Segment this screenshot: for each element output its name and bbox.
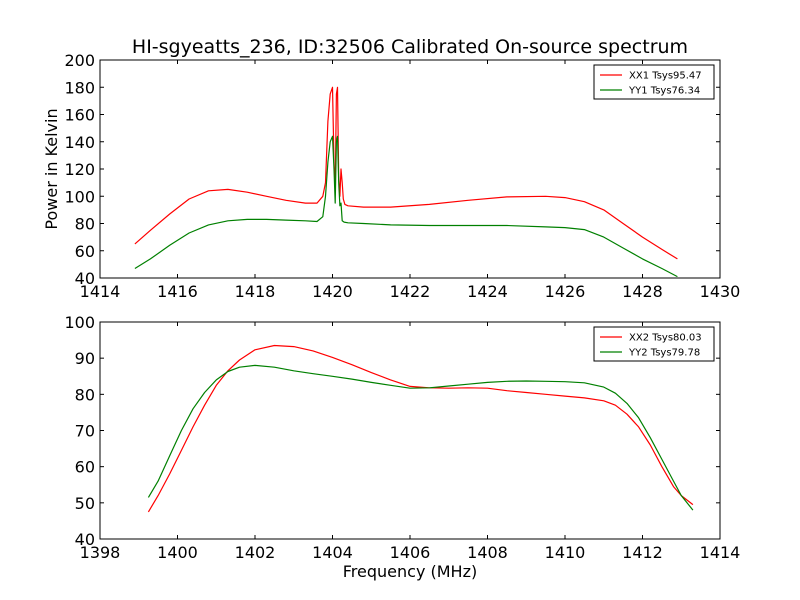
y-tick-label: 180 xyxy=(64,78,95,97)
y-tick-label: 100 xyxy=(64,187,95,206)
x-tick-label: 1398 xyxy=(80,543,121,562)
legend-box xyxy=(593,64,715,100)
legend-label: XX2 Tsys80.03 xyxy=(629,333,702,344)
y-tick-label: 200 xyxy=(64,51,95,70)
x-axis-label: Frequency (MHz) xyxy=(343,562,477,581)
y-tick-label: 120 xyxy=(64,160,95,179)
top-spectrum-panel: 1414 1416 1418 1420 1422 1424 1426 1428 1430 40 60… xyxy=(64,51,740,301)
x-tick-label: 1400 xyxy=(157,543,198,562)
x-tick-label: 1414 xyxy=(80,282,121,301)
series-line-yy-2 xyxy=(147,364,694,511)
x-tick-label: 1412 xyxy=(622,543,663,562)
x-tick-label: 1416 xyxy=(157,282,198,301)
legend: XX1 Tsys95.47 YY1 Tsys76.34 xyxy=(593,64,715,100)
legend-label: YY2 Tsys79.78 xyxy=(628,348,700,359)
x-tick-label: 1422 xyxy=(390,282,431,301)
x-tick-label: 1420 xyxy=(312,282,353,301)
y-tick-label: 50 xyxy=(75,494,95,513)
y-tick-label: 60 xyxy=(75,458,95,477)
y-tick-label: 100 xyxy=(64,313,95,332)
y-tick-label: 70 xyxy=(75,422,95,441)
y-tick-label: 160 xyxy=(64,106,95,125)
x-tick-label: 1414 xyxy=(700,543,741,562)
y-axis-label: Power in Kelvin xyxy=(42,108,61,229)
series-line-xx-1 xyxy=(134,86,678,260)
legend-label: XX1 Tsys95.47 xyxy=(629,71,702,82)
figure-title: HI-sgyeatts_236, ID:32506 Calibrated On-… xyxy=(132,36,688,58)
legend: XX2 Tsys80.03 YY2 Tsys79.78 xyxy=(593,326,715,362)
x-tick-label: 1430 xyxy=(700,282,741,301)
legend-label: YY1 Tsys76.34 xyxy=(628,86,700,97)
x-tick-label: 1406 xyxy=(390,543,431,562)
x-tick-label: 1428 xyxy=(622,282,663,301)
legend-box xyxy=(593,326,715,362)
x-tick-label: 1404 xyxy=(312,543,353,562)
y-tick-label: 40 xyxy=(75,530,95,549)
series-line-yy-1 xyxy=(134,135,678,278)
y-tick-label: 80 xyxy=(75,215,95,234)
x-tick-label: 1424 xyxy=(467,282,508,301)
y-tick-label: 60 xyxy=(75,242,95,261)
y-tick-label: 40 xyxy=(75,269,95,288)
x-tick-label: 1402 xyxy=(235,543,276,562)
bottom-spectrum-panel: 1398 1400 1402 1404 1406 1408 1410 1412 1414 40 50… xyxy=(64,313,740,562)
x-tick-label: 1418 xyxy=(235,282,276,301)
y-tick-label: 90 xyxy=(75,349,95,368)
series-line-xx-2 xyxy=(147,344,694,513)
y-tick-label: 80 xyxy=(75,385,95,404)
x-tick-label: 1426 xyxy=(545,282,586,301)
x-tick-label: 1410 xyxy=(545,543,586,562)
y-tick-label: 140 xyxy=(64,133,95,152)
x-tick-label: 1408 xyxy=(467,543,508,562)
